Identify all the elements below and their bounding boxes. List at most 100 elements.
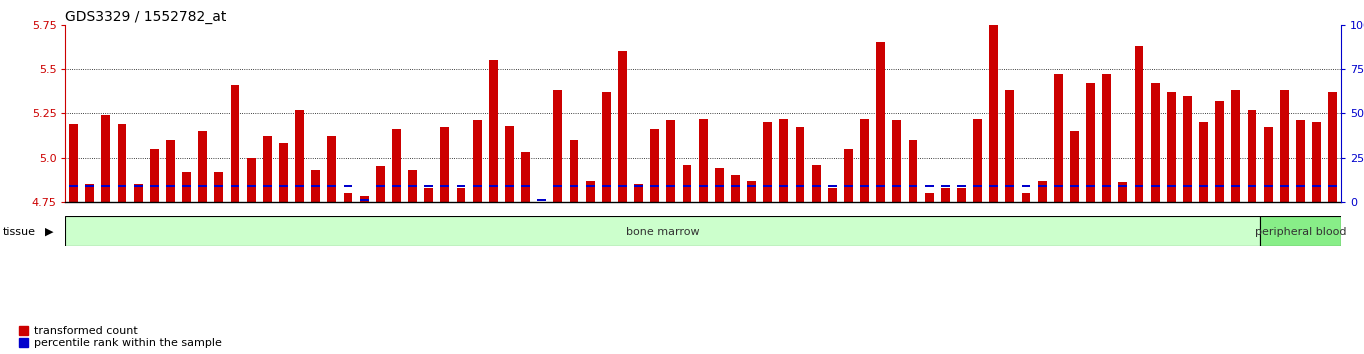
Bar bbox=[844, 149, 852, 202]
Bar bbox=[908, 185, 918, 187]
Bar bbox=[1329, 185, 1337, 187]
Bar bbox=[198, 185, 207, 187]
Bar bbox=[828, 185, 836, 187]
Text: tissue: tissue bbox=[3, 227, 35, 237]
Bar bbox=[166, 140, 175, 202]
Bar bbox=[876, 185, 885, 187]
Bar bbox=[1263, 127, 1273, 202]
Bar bbox=[376, 185, 385, 187]
Bar bbox=[747, 185, 756, 187]
Bar bbox=[602, 92, 611, 202]
Bar bbox=[651, 129, 659, 202]
Text: bone marrow: bone marrow bbox=[626, 228, 700, 238]
Bar bbox=[958, 185, 966, 187]
Bar bbox=[1151, 185, 1159, 187]
Bar bbox=[828, 188, 836, 202]
Bar bbox=[618, 185, 627, 187]
Bar bbox=[183, 185, 191, 187]
Bar bbox=[1232, 185, 1240, 187]
Bar bbox=[101, 185, 110, 187]
Bar bbox=[958, 188, 966, 202]
Bar bbox=[1166, 92, 1176, 202]
Bar bbox=[1296, 185, 1305, 187]
Bar bbox=[311, 185, 321, 187]
Bar bbox=[667, 120, 675, 202]
Bar bbox=[505, 126, 514, 202]
Bar bbox=[812, 185, 821, 187]
Bar bbox=[231, 85, 240, 202]
Bar bbox=[1312, 122, 1322, 202]
Bar bbox=[731, 185, 739, 187]
Bar bbox=[812, 165, 821, 202]
Bar bbox=[344, 193, 352, 202]
Bar bbox=[537, 199, 546, 201]
Bar bbox=[1215, 185, 1224, 187]
Bar bbox=[376, 166, 385, 202]
Bar bbox=[198, 131, 207, 202]
Bar bbox=[602, 185, 611, 187]
Bar bbox=[634, 184, 642, 202]
Bar bbox=[327, 136, 337, 202]
Bar bbox=[117, 185, 127, 187]
Bar bbox=[1086, 185, 1095, 187]
Bar bbox=[311, 170, 321, 202]
Bar bbox=[1199, 185, 1209, 187]
Bar bbox=[280, 143, 288, 202]
Bar bbox=[1054, 74, 1063, 202]
Bar bbox=[1296, 120, 1305, 202]
Bar bbox=[1005, 90, 1015, 202]
Bar bbox=[360, 199, 368, 201]
Bar bbox=[908, 140, 918, 202]
Bar bbox=[473, 120, 481, 202]
Bar bbox=[505, 185, 514, 187]
Bar bbox=[183, 172, 191, 202]
Bar bbox=[1279, 90, 1289, 202]
Bar bbox=[214, 172, 224, 202]
Bar bbox=[1086, 83, 1095, 202]
Bar bbox=[989, 185, 998, 187]
Bar bbox=[150, 185, 158, 187]
Bar bbox=[408, 170, 417, 202]
Bar bbox=[441, 127, 449, 202]
Bar bbox=[1069, 185, 1079, 187]
Text: GDS3329 / 1552782_at: GDS3329 / 1552782_at bbox=[65, 10, 226, 24]
Bar bbox=[327, 185, 337, 187]
Bar bbox=[876, 42, 885, 202]
Bar bbox=[1102, 74, 1112, 202]
Bar bbox=[1054, 185, 1063, 187]
Bar bbox=[521, 152, 531, 202]
Bar bbox=[1183, 96, 1192, 202]
Bar bbox=[585, 181, 595, 202]
Bar bbox=[1312, 185, 1322, 187]
Bar bbox=[263, 185, 271, 187]
Bar bbox=[1279, 185, 1289, 187]
Bar bbox=[1263, 185, 1273, 187]
Bar bbox=[844, 185, 852, 187]
Bar bbox=[134, 184, 143, 202]
Bar bbox=[1022, 185, 1030, 187]
Bar bbox=[570, 185, 578, 187]
Bar bbox=[1005, 185, 1015, 187]
Bar bbox=[424, 185, 434, 187]
Bar bbox=[715, 185, 724, 187]
Bar bbox=[973, 119, 982, 202]
Bar bbox=[521, 185, 531, 187]
Bar bbox=[441, 185, 449, 187]
Bar bbox=[101, 115, 110, 202]
Bar bbox=[1135, 185, 1143, 187]
Bar bbox=[457, 188, 465, 202]
Bar bbox=[247, 158, 255, 202]
Bar bbox=[1151, 83, 1159, 202]
Bar bbox=[731, 175, 739, 202]
Bar bbox=[1038, 185, 1046, 187]
Bar bbox=[682, 165, 692, 202]
Bar bbox=[1022, 193, 1030, 202]
Bar bbox=[1199, 122, 1209, 202]
Bar bbox=[941, 185, 949, 187]
Bar bbox=[391, 129, 401, 202]
Bar bbox=[892, 185, 902, 187]
Bar bbox=[1183, 185, 1192, 187]
Bar bbox=[214, 185, 224, 187]
Bar bbox=[554, 185, 562, 187]
Bar bbox=[85, 185, 94, 187]
